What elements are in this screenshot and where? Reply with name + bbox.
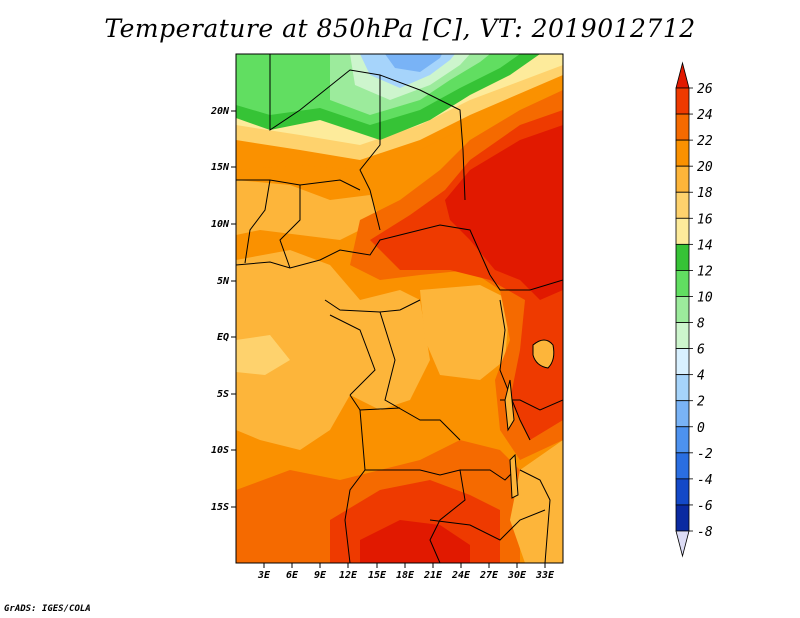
colorbar-swatch (675, 452, 690, 480)
map-frame (235, 53, 564, 564)
colorbar-label: 14 (697, 238, 713, 253)
temperature-field-26-south (360, 520, 470, 563)
colorbar-max-arrow (675, 61, 690, 89)
lat-label-15n: 15N (211, 162, 230, 173)
temperature-field-18-north (236, 180, 380, 240)
colorbar-label: 18 (697, 186, 713, 201)
colorbar-swatch (675, 296, 690, 323)
colorbar-label: -6 (697, 499, 713, 514)
lake-outlines (504, 339, 555, 499)
colorbar-label: 12 (697, 264, 713, 279)
lon-label-6e: 6E (286, 570, 299, 581)
colorbar-label: 22 (697, 134, 713, 149)
colorbar-swatch (675, 426, 690, 454)
temperature-field-18 (236, 250, 430, 450)
colorbar-label: 4 (697, 369, 705, 384)
colorbar-swatch (675, 191, 690, 219)
temperature-field-26-east (445, 125, 563, 300)
colorbar-swatch (675, 165, 690, 193)
temperature-field-18-southeast (510, 440, 563, 563)
lat-label-5n: 5N (217, 276, 230, 287)
lat-label-5s: 5S (217, 389, 229, 400)
latitude-axis: 20N 15N 10N 5N EQ 5S 10S 15S (210, 106, 236, 513)
colorbar-swatch (675, 478, 690, 506)
colorbar-label: 10 (697, 290, 713, 305)
lat-label-20n: 20N (210, 106, 230, 117)
colorbar-label: 20 (697, 160, 713, 175)
lon-label-27e: 27E (479, 570, 499, 581)
grads-credit: GrADS: IGES/COLA (4, 604, 91, 614)
lon-label-12e: 12E (339, 570, 358, 581)
colorbar-label: 2 (697, 395, 705, 410)
temperature-field-16-patch (236, 335, 290, 375)
lat-label-10n: 10N (211, 219, 230, 230)
lon-label-18e: 18E (396, 570, 415, 581)
colorbar-swatch (675, 504, 690, 532)
colorbar-swatch (675, 322, 690, 349)
colorbar-label: 26 (697, 82, 713, 97)
colorbar-label: 24 (697, 108, 713, 123)
temperature-field-18-interior (420, 285, 510, 380)
colorbar-label: 0 (697, 421, 705, 436)
longitude-axis: 3E 6E 9E 12E 15E 18E 21E 24E 27E 30E 33E (257, 563, 555, 581)
colorbar-swatch (675, 87, 690, 115)
colorbar-swatch (675, 243, 690, 271)
lon-label-15e: 15E (368, 570, 387, 581)
colorbar-label: 16 (697, 212, 713, 227)
lat-label-10s: 10S (211, 445, 229, 456)
colorbar-swatch (675, 400, 690, 428)
colorbar-swatch (675, 270, 690, 297)
lon-label-30e: 30E (507, 570, 527, 581)
colorbar-label: 8 (697, 317, 705, 332)
colorbar-swatch (675, 113, 690, 141)
map-title: Temperature at 850hPa [C], VT: 201901271… (104, 14, 696, 43)
lon-label-3e: 3E (257, 570, 271, 581)
colorbar-swatch (675, 217, 690, 245)
colorbar-label: -2 (697, 447, 713, 462)
lon-label-24e: 24E (451, 570, 471, 581)
colorbar-swatch (675, 348, 690, 376)
lon-label-33e: 33E (535, 570, 555, 581)
colorbar-label: -8 (697, 525, 713, 540)
lon-label-9e: 9E (314, 570, 327, 581)
colorbar-label: 6 (697, 343, 705, 358)
colorbar-swatch (675, 374, 690, 402)
temperature-field-2-north (385, 54, 442, 72)
lat-label-15s: 15S (211, 502, 229, 513)
map-plot-area (236, 54, 563, 563)
country-boundaries (236, 54, 563, 563)
lon-label-21e: 21E (423, 570, 443, 581)
colorbar-label: -4 (697, 473, 713, 488)
colorbar-swatch (675, 139, 690, 167)
lat-label-eq: EQ (217, 332, 229, 343)
colorbar-min-arrow (675, 530, 690, 558)
